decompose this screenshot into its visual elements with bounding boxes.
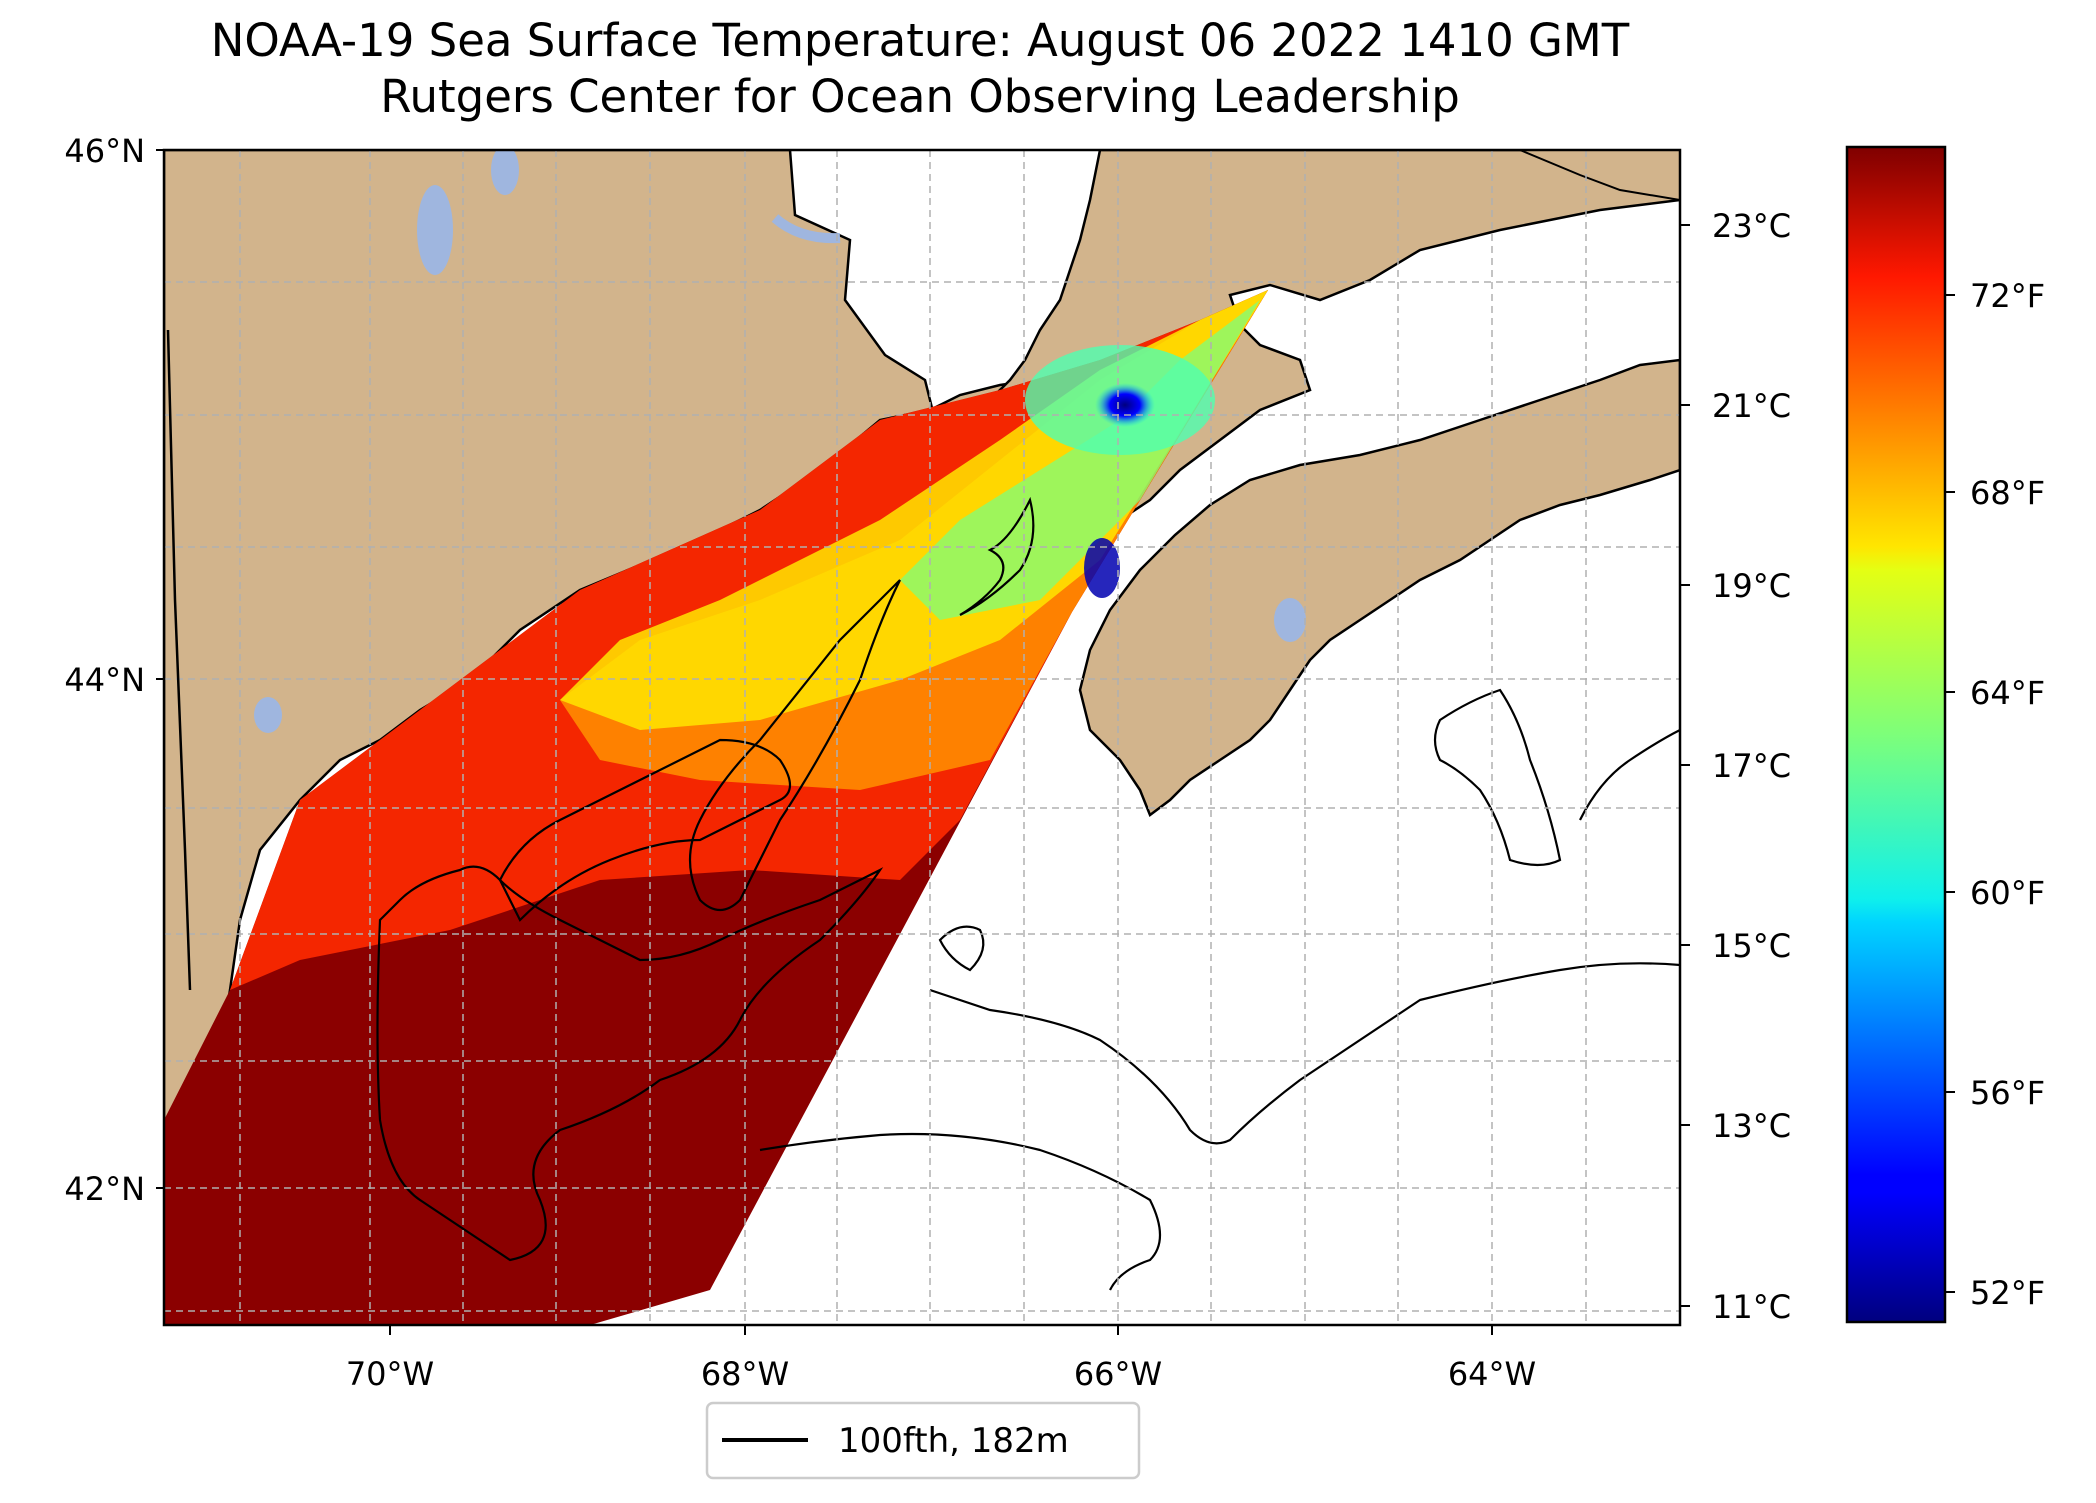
legend-box [705,1401,1141,1480]
cbar-c-21: 21°C [1712,387,1791,425]
cbar-c-23: 23°C [1712,207,1791,245]
cbar-c-15: 15°C [1712,927,1791,965]
map-area [164,150,1680,1325]
land-nova-scotia [1078,358,1680,817]
lake-5 [771,214,841,244]
lake-3 [254,697,282,733]
contour-scotian-basin [1433,688,1562,867]
contour-georges-basin [376,865,884,1262]
map-frame [162,148,1682,1327]
cbar-c-17: 17°C [1712,747,1791,785]
contour-bay-ridge [938,925,985,972]
colorbar-gradient [1847,147,1945,1322]
land-new-brunswick [988,150,1680,572]
cbar-f-68: 68°F [1970,474,2045,512]
lon-tick-64: 64°W [1448,1355,1536,1393]
cbar-c-19: 19°C [1712,567,1791,605]
cbar-f-72: 72°F [1970,277,2045,315]
lat-tick-46: 46°N [64,132,145,170]
cbar-f-56: 56°F [1970,1074,2045,1112]
lon-tick-68: 68°W [701,1355,789,1393]
legend: 100fth, 182m [705,1401,1141,1480]
contour-east-ridge [688,579,901,912]
cbar-c-11: 11°C [1712,1288,1791,1326]
colorbar-frame [1845,145,1947,1324]
lat-tick-44: 44°N [64,661,145,699]
cbar-f-64: 64°F [1970,674,2045,712]
contour-georges-bank-edge [759,1132,1161,1291]
lon-tick-70: 70°W [346,1355,434,1393]
lon-tick-66: 66°W [1074,1355,1162,1393]
lake-2 [491,150,519,195]
lat-axis: 46°N 44°N 42°N [64,132,164,1208]
colorbar-celsius-axis: 23°C 21°C 19°C 17°C 15°C 13°C 11°C [1680,207,1791,1326]
lon-axis: 70°W 68°W 66°W 64°W [346,1325,1536,1393]
sst-cold-spot-2 [1084,538,1120,598]
cbar-f-60: 60°F [1970,874,2045,912]
gridlines [164,150,1680,1325]
lake-4 [1274,598,1306,642]
cbar-c-13: 13°C [1712,1107,1791,1145]
lake-1 [417,185,453,275]
title-line-2: Rutgers Center for Ocean Observing Leade… [380,70,1460,123]
colorbar-fahrenheit-axis: 72°F 68°F 64°F 60°F 56°F 52°F [1945,277,2045,1312]
state-border [166,329,192,991]
lat-tick-42: 42°N [64,1170,145,1208]
title-line-1: NOAA-19 Sea Surface Temperature: August … [211,14,1630,67]
contour-nova-scotia-shelf [1579,729,1680,821]
land-upper-right [1519,150,1680,202]
colorbar: 23°C 21°C 19°C 17°C 15°C 13°C 11°C 72°F … [1680,145,2045,1326]
legend-label: 100fth, 182m [838,1421,1069,1461]
cbar-f-52: 52°F [1970,1274,2045,1312]
contour-jordan-basin [498,738,792,922]
contour-scotian-shelf [929,962,1680,1145]
sst-cold-spot [1095,383,1155,427]
